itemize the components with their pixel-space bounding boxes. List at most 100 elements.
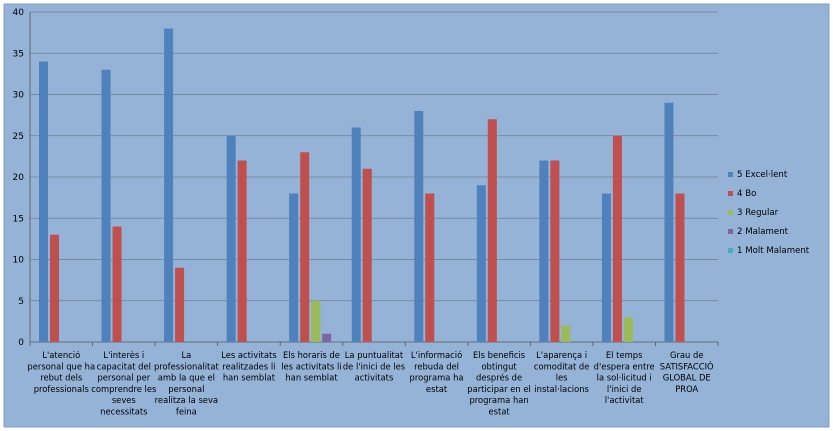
bar-2-cat-7 (425, 193, 435, 342)
x-tick-label-7: L'informació rebuda del programa ha estat (410, 350, 464, 394)
bar-1-cat-11 (664, 102, 674, 342)
legend-swatch-5 (728, 248, 733, 253)
bar-1-cat-1 (39, 61, 48, 342)
x-tick-label-line: rebut dels (40, 373, 82, 383)
x-tick-label-6: La puntualitat de l'inici de les activitat… (343, 350, 405, 383)
bar-4-cat-5 (322, 333, 332, 342)
y-tick-label: 30 (13, 91, 25, 101)
legend-swatch-3 (728, 210, 733, 215)
bar-3-cat-5 (311, 300, 321, 342)
x-tick-label-line: La puntualitat (345, 350, 404, 360)
x-tick-label-line: Els horaris de (283, 350, 340, 360)
x-tick-label-line: L'interès i (103, 350, 144, 360)
bar-3-cat-9 (561, 325, 571, 342)
x-tick-label-line: obtingut (481, 361, 517, 371)
legend-label-5: 1 Molt Malament (737, 246, 810, 256)
bar-1-cat-8 (476, 185, 486, 342)
x-tick-label-line: l'activitat (605, 395, 645, 405)
x-tick-label-5: Els horaris de les activitats li han sembl… (281, 350, 342, 383)
y-tick-label: 35 (13, 49, 24, 59)
x-tick-label-8: Els beneficis obtingut després de participa… (467, 350, 531, 417)
x-tick-label-line: de l'inici de les (343, 361, 405, 371)
x-tick-label-1: L'atenció personal que ha rebut dels profes… (27, 350, 95, 394)
x-tick-label-2: L'interès i capacitat del personal per comp… (91, 350, 156, 417)
bar-2-cat-2 (112, 226, 122, 342)
bar-2-cat-9 (550, 160, 560, 342)
x-tick-label-line: Les activitats (221, 350, 276, 360)
x-tick-label-line: programa ha (410, 373, 464, 383)
x-tick-label-line: personal que ha (27, 361, 95, 371)
x-tick-label-line: feina (176, 407, 197, 417)
x-tick-label-line: L'informació (411, 350, 462, 360)
x-tick-label-line: professionalitat (154, 361, 219, 371)
legend-swatch-4 (728, 229, 733, 234)
x-tick-label-line: comprendre les (91, 384, 156, 394)
bar-1-cat-6 (351, 127, 361, 342)
legend-label-4: 2 Malament (737, 227, 789, 237)
x-tick-label-line: capacitat del (97, 361, 151, 371)
x-tick-label-line: PROA (675, 384, 698, 394)
x-tick-label-line: Grau de (670, 350, 704, 360)
y-tick-label: 0 (18, 338, 24, 348)
x-tick-label-9: L'aparença i comoditat de les instal·lacion… (534, 350, 589, 394)
x-tick-label-line: activitats (355, 373, 394, 383)
x-tick-label-line: les activitats li (281, 361, 342, 371)
x-tick-label-line: GLOBAL DE (663, 373, 711, 383)
y-tick-label: 15 (13, 214, 24, 224)
x-tick-label-line: estat (488, 407, 510, 417)
bar-2-cat-11 (675, 193, 685, 342)
x-tick-label-line: personal (168, 384, 204, 394)
y-tick-label: 5 (18, 297, 24, 307)
x-tick-label-line: seves (112, 395, 136, 405)
x-tick-label-line: professionals (34, 384, 89, 394)
x-tick-label-line: l'inici de (607, 384, 642, 394)
legend-label-2: 4 Bo (737, 189, 756, 199)
bar-1-cat-3 (164, 28, 174, 342)
y-tick-label: 10 (13, 256, 25, 266)
legend-label-3: 3 Regular (737, 208, 779, 218)
bar-1-cat-2 (101, 69, 111, 342)
x-tick-label-line: L'atenció (42, 350, 80, 360)
x-tick-label-line: les (556, 373, 568, 383)
bar-1-cat-10 (601, 193, 611, 342)
y-tick-label: 20 (13, 173, 25, 183)
legend-swatch-1 (728, 172, 733, 177)
x-tick-label-line: necessitats (100, 407, 147, 417)
x-tick-label-4: Les activitats realitzades li han semblat (221, 350, 276, 383)
legend-label-1: 5 Excel·lent (737, 170, 788, 180)
x-tick-label-line: després de (476, 373, 522, 383)
legend-swatch-2 (728, 191, 733, 196)
bar-3-cat-10 (623, 317, 633, 342)
bar-2-cat-3 (175, 267, 185, 342)
x-tick-label-line: han semblat (285, 373, 338, 383)
x-tick-label-3: La professionalitat amb la que el personal r… (154, 350, 219, 417)
x-tick-label-line: rebuda del (414, 361, 459, 371)
x-tick-label-line: realitzades li (222, 361, 275, 371)
y-tick-label: 40 (13, 8, 25, 18)
bar-2-cat-6 (362, 168, 372, 342)
x-tick-label-line: programa han (469, 395, 528, 405)
x-tick-label-line: han semblat (223, 373, 276, 383)
x-tick-label-line: participar en el (467, 384, 531, 394)
x-tick-label-line: realitza la seva (155, 395, 218, 405)
x-tick-label-line: SATISFACCIÓ (660, 360, 714, 371)
bar-1-cat-9 (539, 160, 549, 342)
x-tick-label-line: d'espera entre (594, 361, 655, 371)
bar-2-cat-4 (237, 160, 247, 342)
x-tick-label-11: Grau de SATISFACCIÓ GLOBAL DE PROA (660, 350, 714, 394)
x-tick-label-line: la sol·licitud i (597, 373, 652, 383)
x-tick-label-line: El temps (606, 350, 643, 360)
y-tick-label: 25 (13, 132, 24, 142)
x-tick-label-line: Els beneficis (473, 350, 525, 360)
x-tick-label-line: amb la que el (158, 373, 215, 383)
x-tick-label-line: personal per (97, 373, 150, 383)
bar-2-cat-5 (300, 152, 310, 342)
bar-1-cat-7 (414, 111, 424, 342)
bar-2-cat-10 (612, 135, 622, 342)
bar-2-cat-8 (487, 119, 497, 342)
x-tick-label-10: El temps d'espera entre la sol·licitud i l'… (594, 350, 655, 405)
bar-2-cat-1 (50, 234, 59, 342)
x-tick-label-line: comoditat de (534, 361, 589, 371)
